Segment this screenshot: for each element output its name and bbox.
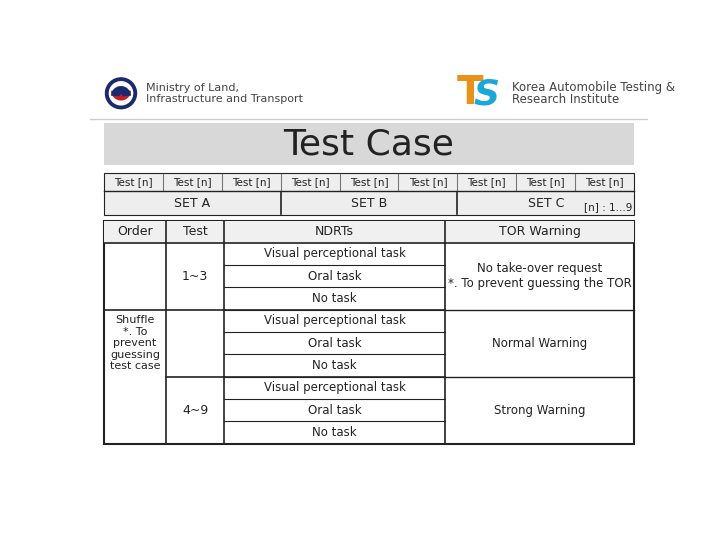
Text: Test [n]: Test [n]	[467, 177, 506, 187]
Text: SET C: SET C	[528, 197, 564, 210]
Text: Infrastructure and Transport: Infrastructure and Transport	[145, 94, 303, 104]
Text: Test Case: Test Case	[284, 127, 454, 161]
Text: No task: No task	[312, 292, 357, 305]
Bar	[104, 123, 634, 165]
Text: Strong Warning: Strong Warning	[494, 403, 585, 417]
Text: T: T	[456, 75, 483, 112]
Text: Visual perceptional task: Visual perceptional task	[264, 314, 405, 327]
Text: Oral task: Oral task	[307, 403, 361, 417]
Bar	[104, 173, 634, 215]
Text: Visual perceptional task: Visual perceptional task	[264, 381, 405, 394]
Text: Normal Warning: Normal Warning	[492, 336, 587, 350]
Text: Test [n]: Test [n]	[350, 177, 388, 187]
Text: 1~3: 1~3	[182, 269, 208, 282]
Text: Test [n]: Test [n]	[114, 177, 153, 187]
Text: [n] : 1...9: [n] : 1...9	[584, 202, 632, 212]
Text: Test [n]: Test [n]	[526, 177, 565, 187]
Text: 4~9: 4~9	[182, 403, 208, 417]
Text: S: S	[474, 78, 500, 112]
Text: Visual perceptional task: Visual perceptional task	[264, 247, 405, 260]
Bar	[104, 173, 634, 215]
Text: Test: Test	[183, 225, 207, 238]
Text: Test [n]: Test [n]	[408, 177, 447, 187]
Text: Test [n]: Test [n]	[232, 177, 271, 187]
Text: No task: No task	[312, 359, 357, 372]
Text: Order: Order	[117, 225, 153, 238]
Bar	[90, 65, 648, 121]
Text: Test [n]: Test [n]	[585, 177, 624, 187]
Text: No take-over request
*. To prevent guessing the TOR: No take-over request *. To prevent guess…	[448, 262, 631, 290]
Text: Korea Automobile Testing &: Korea Automobile Testing &	[513, 82, 675, 94]
Text: Shuffle
*. To
prevent
guessing
test case: Shuffle *. To prevent guessing test case	[109, 315, 160, 372]
Text: SET B: SET B	[351, 197, 387, 210]
Text: Test [n]: Test [n]	[173, 177, 212, 187]
Text: SET A: SET A	[174, 197, 210, 210]
Text: Oral task: Oral task	[307, 269, 361, 282]
Text: Ministry of Land,: Ministry of Land,	[145, 83, 239, 93]
Circle shape	[109, 82, 132, 105]
Text: Oral task: Oral task	[307, 336, 361, 350]
Bar	[104, 221, 634, 444]
Text: NDRTs: NDRTs	[315, 225, 354, 238]
Text: TOR Warning: TOR Warning	[498, 225, 580, 238]
Bar	[104, 221, 634, 242]
Circle shape	[106, 78, 137, 109]
Text: Research Institute: Research Institute	[513, 93, 620, 106]
Text: Test [n]: Test [n]	[291, 177, 330, 187]
Text: No task: No task	[312, 426, 357, 439]
